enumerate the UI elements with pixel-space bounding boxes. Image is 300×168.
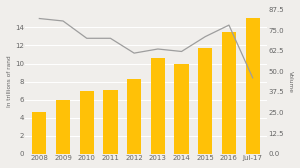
Y-axis label: Volume: Volume <box>288 71 293 93</box>
Bar <box>56 100 70 154</box>
Bar <box>32 112 46 154</box>
Y-axis label: In trillions of rand: In trillions of rand <box>7 56 12 107</box>
Bar <box>198 48 212 154</box>
Bar <box>174 64 189 154</box>
Bar <box>245 18 260 154</box>
Bar <box>151 58 165 154</box>
Bar <box>103 90 118 154</box>
Bar <box>80 91 94 154</box>
Bar <box>127 79 141 154</box>
Bar <box>222 32 236 154</box>
